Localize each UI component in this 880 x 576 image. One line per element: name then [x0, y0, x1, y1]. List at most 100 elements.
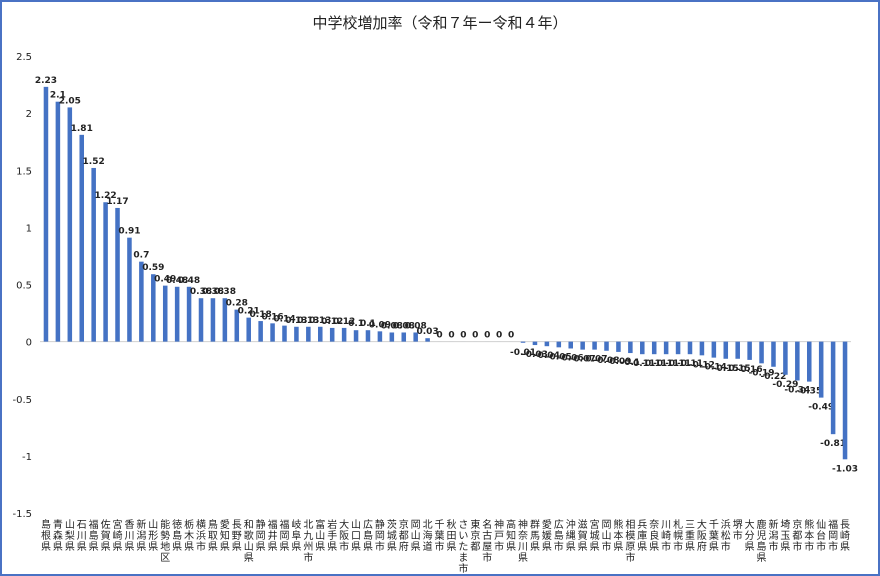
category-label: 富山県 [315, 518, 325, 553]
category-label: 和歌山県 [244, 519, 254, 564]
category-label: 三重県 [685, 520, 695, 553]
category-label: 岡山市 [602, 519, 612, 553]
data-label: 0.08 [381, 321, 403, 331]
data-label: 0.1 [360, 319, 376, 329]
bar [91, 167, 96, 342]
bar [127, 237, 132, 342]
bar [103, 202, 108, 342]
category-label: 福井県 [268, 518, 278, 553]
data-label: -0.03 [522, 350, 548, 360]
category-label: 石川県 [77, 520, 87, 553]
category-label: 川崎市 [661, 520, 671, 553]
data-label: 1.17 [106, 197, 128, 207]
data-label: -0.11 [641, 359, 667, 369]
data-label: 0.13 [309, 316, 331, 326]
category-label: 鳥取県 [208, 518, 218, 553]
category-label: 北九州市 [303, 519, 313, 564]
bar [55, 101, 61, 342]
category-label: さいたま市 [458, 519, 468, 574]
bar [806, 341, 812, 382]
category-label: 神奈川県 [518, 518, 528, 564]
data-label: -0.04 [534, 351, 560, 361]
bar [258, 321, 263, 342]
data-label: 0.08 [405, 321, 427, 331]
data-label: 0 [436, 331, 442, 341]
bar [818, 341, 824, 398]
bar [151, 274, 156, 342]
data-label: -0.34 [784, 385, 810, 395]
category-label: 島根県 [41, 518, 51, 553]
data-label: -0.01 [510, 348, 536, 358]
bar [365, 330, 371, 342]
category-label: 群馬県 [530, 518, 540, 553]
category-label: 名古屋市 [482, 518, 492, 564]
category-label: 埼玉県 [780, 518, 790, 553]
category-label: 香川県 [124, 519, 134, 553]
y-tick-label: 1 [26, 223, 32, 234]
data-label: 0.12 [333, 317, 355, 327]
category-label: 北海道 [423, 519, 433, 553]
category-label: 大阪市 [339, 518, 349, 553]
y-tick-label: -1.5 [12, 509, 32, 520]
data-label: 2.23 [35, 76, 57, 86]
category-label: 佐賀県 [101, 519, 111, 553]
y-tick-label: 0.5 [16, 281, 32, 292]
data-label: 0.1 [348, 319, 364, 329]
category-label: 福島県 [89, 518, 99, 553]
data-label: 0.38 [202, 287, 224, 297]
data-label: 0.48 [178, 276, 200, 286]
category-label: 長野県 [232, 519, 242, 553]
category-label: 堺市 [733, 519, 743, 542]
category-label: 東京都 [470, 518, 480, 553]
bar [651, 341, 657, 355]
bar [568, 341, 573, 349]
category-label: 福岡県 [279, 518, 289, 553]
data-label: 0 [496, 331, 502, 341]
bar [711, 341, 717, 358]
data-label: 0.09 [369, 320, 391, 330]
category-label: 浜松市 [721, 519, 731, 553]
data-label: 0.08 [393, 321, 415, 331]
data-label: 0.03 [417, 327, 439, 337]
category-label: 静岡県 [256, 518, 266, 553]
bar [377, 331, 383, 342]
y-tick-label: 2 [26, 109, 32, 120]
data-label: 0 [448, 331, 454, 341]
category-label: 兵庫県 [637, 518, 647, 553]
y-tick-label: -1 [22, 452, 32, 463]
data-label: 1.22 [94, 191, 116, 201]
y-tick-label: 2.5 [16, 52, 32, 63]
y-tick-label: 0 [26, 338, 32, 349]
category-label: 千葉県 [709, 519, 719, 553]
data-label: -0.16 [737, 365, 763, 375]
bar [115, 207, 120, 342]
category-label: 岐阜県 [291, 518, 301, 553]
data-label: -0.06 [558, 353, 584, 363]
data-label: -0.1 [621, 358, 641, 368]
bar [329, 327, 335, 342]
category-label: 熊本県 [613, 518, 623, 553]
category-label: 新潟県 [136, 518, 146, 553]
data-label: -0.35 [796, 387, 822, 397]
data-label: -0.15 [713, 364, 739, 374]
bar [389, 332, 395, 342]
category-label: 愛媛県 [542, 518, 552, 553]
data-label: -0.19 [749, 368, 775, 378]
category-label: 宮崎県 [113, 518, 123, 553]
bar [640, 341, 645, 355]
data-label: -0.11 [665, 359, 691, 369]
category-label: 大阪府 [697, 518, 707, 553]
category-label: 山梨県 [65, 519, 75, 553]
bar [842, 341, 848, 460]
category-label: 仙台市 [816, 518, 826, 553]
category-label: 長崎県 [840, 519, 850, 553]
category-label: 奈良県 [649, 518, 659, 553]
bar [628, 341, 633, 354]
category-label: 茨城県 [387, 518, 397, 553]
data-label: -0.14 [701, 363, 727, 373]
data-label: 0.38 [190, 287, 212, 297]
data-label: -0.15 [725, 364, 751, 374]
category-label: 京都市 [792, 518, 802, 553]
bar [663, 341, 669, 355]
